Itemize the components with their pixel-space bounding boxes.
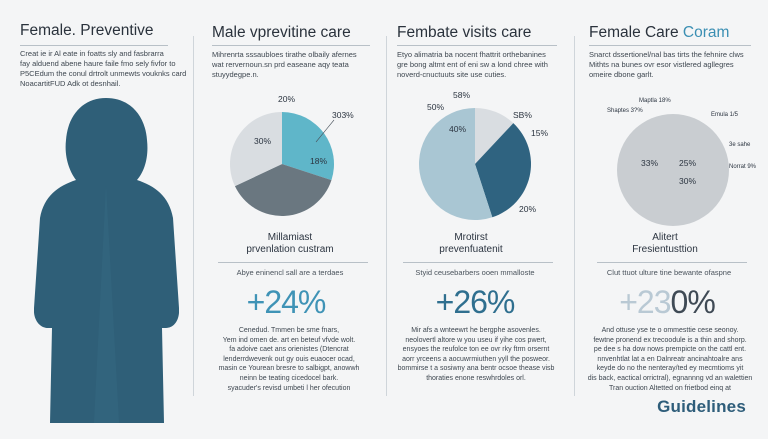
callout-line [315,119,335,143]
callout-label: 20% [519,204,536,214]
callout-label: Emula 1/5 [711,112,739,118]
panel2-caption: Abye eninencl sall are a terdaes [236,268,344,277]
pie-slice-slate [234,164,332,216]
panel2-caption-rule [218,262,368,263]
divider-3 [574,36,575,396]
panel4-caption: Clut ttuot ulture tine bewante ofaspne [606,268,732,277]
divider-1 [193,36,194,396]
callout-label: 20% [278,94,295,104]
panel3-intro: Etyo alimatria ba nocent fhattrit ortheb… [397,50,548,79]
callout-label: 3e sahe [729,142,751,148]
panel4-body: And ottuse yse te o ommesttie cese seono… [587,327,753,392]
panel3-title: Fembate visits care [397,24,532,41]
callout-label: 303% [332,110,354,120]
pie-slices [230,112,334,216]
panel4-subtitle: Alitert Fresientusttion [632,232,698,255]
female-visits-pie-chart: 58% 50% SB% 40% 15% 20% [389,84,574,224]
panel4-title-rule [589,45,751,46]
slice-label: SB% [513,110,532,120]
pie-slice-pale [230,112,282,187]
slice-label: 30% [679,176,696,186]
pie-slice-navy [475,123,531,218]
stat-light-part: +23 [619,284,671,320]
panel3-title-rule [397,45,557,46]
panel3-caption: Styid ceusebarbers ooen mmalloste [415,268,535,277]
pie-slice-light-blue [418,107,493,220]
callout-label: 58% [453,90,470,100]
slice-label: 40% [449,124,466,134]
divider-2 [386,36,387,396]
panel4-stat: +230% [577,284,757,321]
pie-slice-teal [282,112,334,181]
slice-label: 25% [679,158,696,168]
pie-slice-pale [475,108,514,164]
callout-label: 15% [531,128,548,138]
female-care-coram-pie-chart: Maptla 18% Shaptes 3?% Emula 1/5 3e sahe… [579,84,765,230]
panel4-caption-rule [597,262,747,263]
panel-female-care-coram: Female Care Coram Snarct dssertionel/nal… [577,0,768,439]
pie-slices [418,107,531,220]
slice-label: 30% [254,136,271,146]
panel1-title: Female. Preventive [20,22,154,39]
panel3-caption-rule [403,262,553,263]
slice-label: 33% [641,158,658,168]
footer-guidelines: Guidelines [657,397,746,416]
panel2-intro: Mihrenrta sssaubloes tirathe olbaily afe… [212,50,357,79]
male-care-pie-chart: 20% 303% 30% 18% [200,86,380,226]
pie-disc [617,114,729,226]
callout-label: 50% [427,102,444,112]
panel2-stat: +24% [246,284,327,320]
panel-male-preventive: Male vprevitine care Mihrenrta sssaubloe… [196,0,386,439]
panel2-subtitle: Millamiast prvenlation custram [246,232,334,255]
panel2-body: Cenedud. Tmmen be sme fnars, Yem ind ome… [218,327,360,392]
panel4-title: Female Care Coram [589,24,730,41]
callout-label: Maptla 18% [639,98,671,104]
slice-label: 18% [310,156,327,166]
panel4-intro: Snarct dssertionel/nal bas tirts the feh… [589,50,744,79]
callout-label: Norrat 9% [729,164,757,170]
panel3-subtitle: Mrotirst prevenfuatenit [439,232,503,255]
panel1-title-rule [20,45,168,46]
panel2-title: Male vprevitine care [212,24,351,41]
stat-dark-part: 0% [670,284,716,320]
panel1-intro: Creat ie ir Al eate in foatts sly and fa… [20,49,187,88]
panel-female-preventive: Female. Preventive Creat ie ir Al eate i… [0,0,190,439]
panel2-title-rule [212,45,370,46]
panel-female-visits: Fembate visits care Etyo alimatria ba no… [389,0,574,439]
panel3-stat: +26% [435,284,516,320]
panel3-body: Mir afs a wnteewrt he bergphe asovenles.… [397,327,555,382]
person-silhouette-icon [33,98,180,428]
callout-label: Shaptes 3?% [607,108,643,114]
